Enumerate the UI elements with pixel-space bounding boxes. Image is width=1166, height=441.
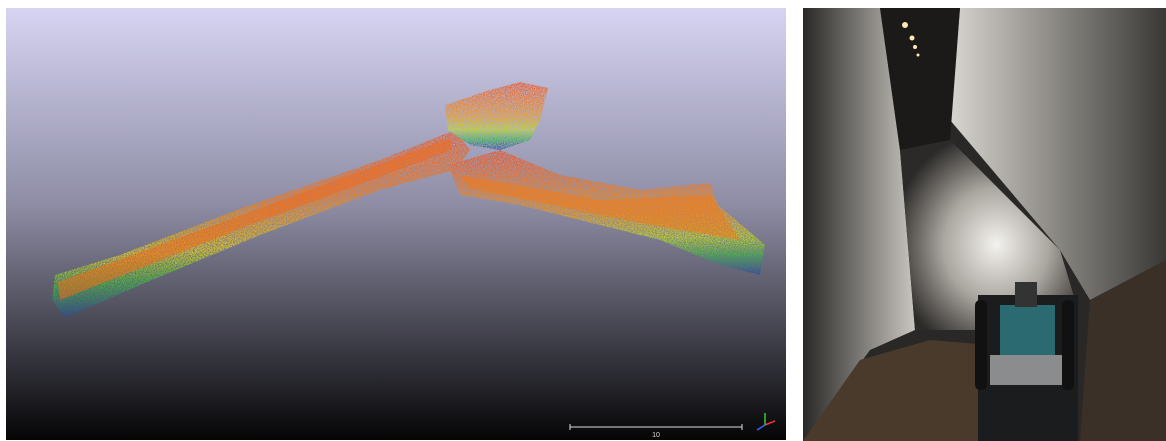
robot — [975, 282, 1078, 441]
page: 10 (() => { const data = JSON.parse(docu… — [0, 0, 1166, 441]
scale-bar-label: 10 — [652, 432, 660, 439]
figure: 10 — [0, 0, 1166, 441]
